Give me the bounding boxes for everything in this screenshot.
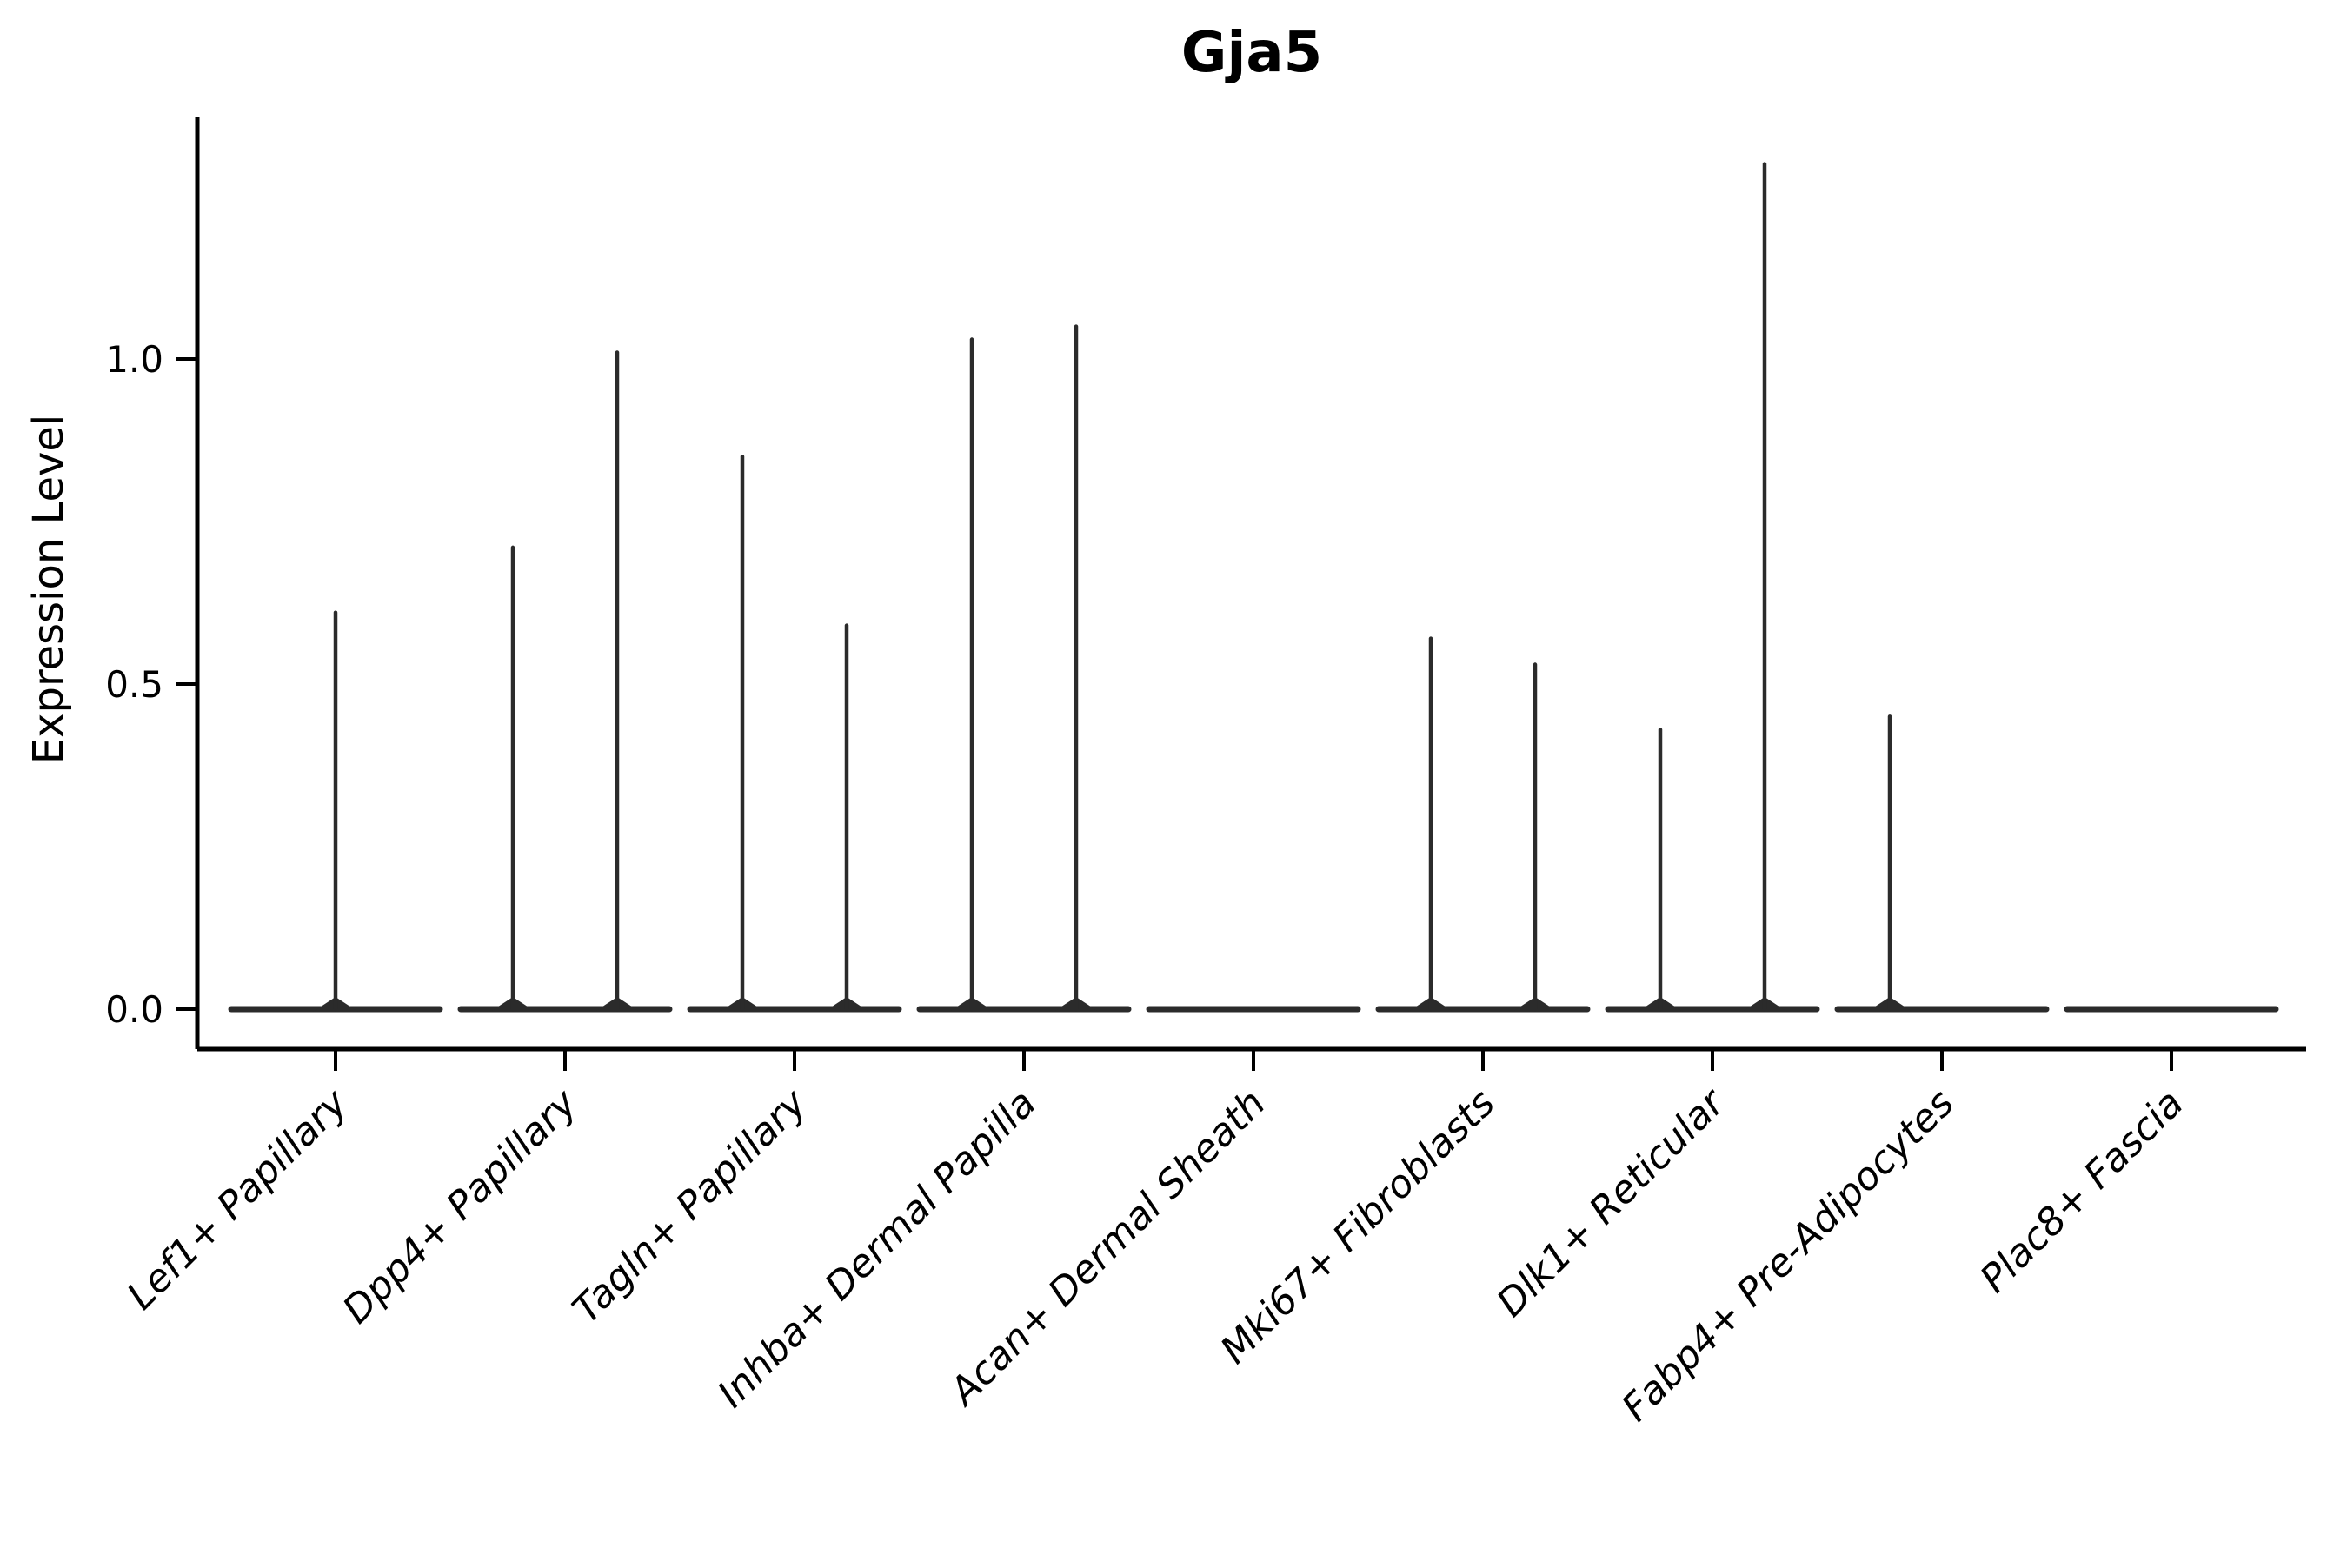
y-tick-label: 0.0 [105, 988, 163, 1031]
violin [228, 610, 443, 1013]
chart-title: Gja5 [1181, 21, 1322, 85]
y-tick-label: 1.0 [105, 338, 163, 381]
violin [1605, 162, 1820, 1013]
y-ticks: 0.0 0.5 1.0 [105, 338, 197, 1031]
y-axis-label: Expression Level [24, 415, 73, 765]
x-tick-label: Lef1+ Papillary [119, 1080, 357, 1319]
violin [457, 350, 673, 1013]
violin [687, 454, 902, 1013]
x-tick-label: Plac8+ Fascia [1971, 1081, 2191, 1301]
violins [228, 162, 2279, 1013]
violin [916, 324, 1132, 1013]
y-tick-label: 0.5 [105, 663, 163, 706]
x-tick-label: Dlk1+ Reticular [1488, 1080, 1734, 1325]
x-tick-label: Tagln+ Papillary [564, 1080, 815, 1332]
violin [1375, 636, 1591, 1013]
violin [1834, 714, 2050, 1013]
x-tick-label: Dpp4+ Papillary [335, 1080, 587, 1332]
